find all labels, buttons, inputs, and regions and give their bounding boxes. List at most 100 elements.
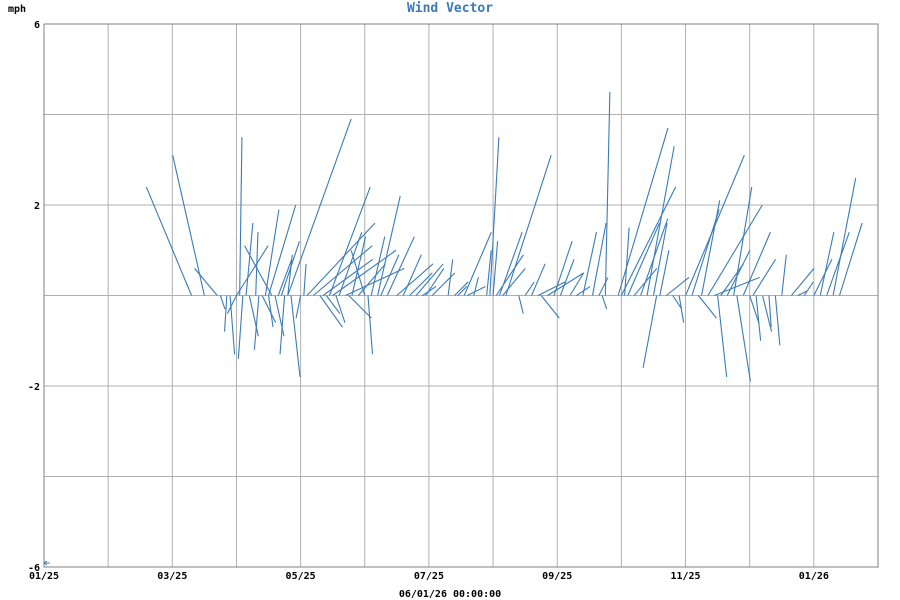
wind-vector-stick xyxy=(229,295,236,355)
wind-vector-stick xyxy=(826,231,850,296)
wind-vector-stick xyxy=(672,295,683,310)
wind-vector-stick xyxy=(582,232,598,296)
wind-vector-stick xyxy=(145,186,193,296)
wind-vector-stick xyxy=(447,259,454,296)
wind-vector-stick xyxy=(239,137,243,296)
wind-vector-stick xyxy=(313,245,373,296)
wind-vector-stick xyxy=(678,295,685,323)
wind-vector-stick xyxy=(248,295,259,337)
wind-vector-stick xyxy=(219,295,226,310)
chart-title: Wind Vector xyxy=(407,1,493,16)
x-tick-label: 09/25 xyxy=(542,571,572,582)
wind-vector-stick xyxy=(819,232,835,296)
wind-vector-stick xyxy=(473,277,479,296)
wind-vector-stick xyxy=(790,267,815,296)
wind-vector-stick xyxy=(287,254,293,296)
wind-vector-stick xyxy=(569,272,585,296)
wind-vector-stick xyxy=(617,127,669,296)
wind-vector-stick xyxy=(601,295,608,310)
wind-vector-stick xyxy=(261,295,277,323)
wind-vector-stick xyxy=(726,250,751,296)
wind-vector-stick xyxy=(264,209,280,296)
wind-vector-stick xyxy=(642,295,658,369)
wind-vector-stick xyxy=(576,285,591,296)
wind-vector-stick xyxy=(553,241,573,296)
wind-vector-stick xyxy=(749,295,760,323)
wind-vector-stick xyxy=(332,249,397,296)
wind-vector-stick xyxy=(194,267,218,296)
wind-vector-stick xyxy=(226,295,237,314)
wind-vector-stick xyxy=(537,281,566,296)
wind-vector-stick xyxy=(742,231,771,296)
wind-vector-stick xyxy=(505,155,552,296)
wind-vector-stick xyxy=(235,245,269,296)
x-tick-label: 05/25 xyxy=(286,571,316,582)
wind-vector-stick xyxy=(495,254,524,296)
wind-vector-stick xyxy=(691,209,720,296)
wind-vector-stick xyxy=(540,295,560,319)
wind-vector-stick xyxy=(598,277,609,296)
wind-vector-stick xyxy=(646,146,675,296)
wind-vector-stick xyxy=(531,263,546,296)
y-tick-label: 6 xyxy=(34,20,40,31)
wind-vector-stick xyxy=(803,281,814,296)
wind-vector-stick xyxy=(781,254,787,296)
wind-vector-stick xyxy=(237,295,244,359)
wind-vector-stick xyxy=(328,186,371,296)
wind-vector-stick xyxy=(431,272,456,296)
wind-vector-stick xyxy=(620,186,677,296)
wind-vector-stick xyxy=(351,236,367,296)
wind-vector-stick xyxy=(370,236,386,296)
wind-vector-stick xyxy=(714,276,760,297)
x-tick-label: 11/25 xyxy=(670,571,700,582)
y-tick-label: 2 xyxy=(34,201,40,212)
wind-vector-stick xyxy=(335,295,346,323)
wind-vector-stick xyxy=(665,276,690,296)
wind-vector-stick xyxy=(380,254,400,296)
wind-vector-stick xyxy=(838,222,863,296)
wind-vector-stick xyxy=(604,91,611,296)
wind-vector-stick xyxy=(832,177,857,296)
wind-vector-stick xyxy=(591,222,607,296)
wind-vector-stick xyxy=(277,259,293,296)
wind-vector-stick xyxy=(518,295,524,314)
wind-vector-stick xyxy=(701,200,721,296)
wind-vector-stick xyxy=(717,295,728,378)
wind-vector-stick xyxy=(755,295,762,341)
wind-vector-stick xyxy=(454,281,469,296)
wind-vector-stick xyxy=(322,258,374,296)
wind-vector-stick xyxy=(377,195,401,296)
wind-vector-stick xyxy=(547,272,585,296)
corner-arrow-icon xyxy=(43,560,50,566)
wind-vector-stick xyxy=(457,286,468,296)
wind-vector-stick xyxy=(463,231,492,296)
y-tick-label: -6 xyxy=(28,563,40,574)
wind-vector-stick xyxy=(559,259,575,296)
wind-vector-stick xyxy=(524,281,535,296)
wind-vector-stick xyxy=(768,295,772,328)
wind-vector-stick xyxy=(224,295,228,332)
wind-vector-stick xyxy=(386,236,415,296)
wind-vector-stick xyxy=(489,137,500,296)
wind-vector-stick xyxy=(245,223,254,296)
wind-vector-stick xyxy=(287,118,352,296)
wind-vector-stick xyxy=(345,267,405,296)
wind-vector-stick xyxy=(425,268,445,296)
plot-area-frame xyxy=(43,23,879,568)
wind-vector-stick xyxy=(467,285,486,296)
wind-vector-stick xyxy=(255,232,259,296)
wind-vector-stick xyxy=(367,295,374,355)
wind-vector-stick xyxy=(253,295,260,350)
wind-vector-stick xyxy=(736,295,751,382)
wind-vector-stick xyxy=(720,263,744,296)
wind-vector-stick xyxy=(350,250,366,296)
x-tick-label: 03/25 xyxy=(157,571,187,582)
wind-vector-stick xyxy=(402,254,422,296)
time-footer-label: 06/01/26 00:00:00 xyxy=(399,589,501,600)
y-tick-label: -2 xyxy=(28,382,40,393)
wind-vector-stick xyxy=(396,263,434,296)
wind-vector-stick xyxy=(797,290,808,296)
wind-vector-stick xyxy=(415,263,444,296)
wind-vector-stick xyxy=(303,263,307,296)
